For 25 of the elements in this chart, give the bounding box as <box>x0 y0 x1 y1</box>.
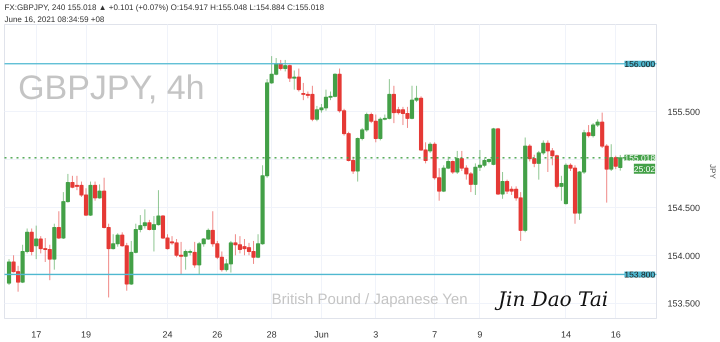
text: FX:GBPJPY, 240 155.018 ▲ +0.101 (+0.07%) O:154.917 H:155.048 L:154.884 C:155.018 <box>4 3 325 12</box>
x-tick-label: 17 <box>31 330 42 340</box>
x-tick-label: 26 <box>212 330 222 340</box>
annotation: GBPJPY, 4h <box>18 68 205 107</box>
text: June 16, 2021 08:34:59 +08 <box>4 15 105 24</box>
x-tick-label: 14 <box>560 330 571 340</box>
y-tick-label: 153.500 <box>668 298 700 309</box>
x-tick-label: Jun <box>314 330 329 340</box>
x-tick-label: 9 <box>477 330 482 340</box>
annotation: Jin Dao Tai <box>494 286 608 311</box>
annotation: British Pound / Japanese Yen <box>272 290 468 308</box>
ref-line-label: 153.800 <box>624 269 656 280</box>
x-tick-label: 3 <box>373 330 378 340</box>
x-tick-label: 16 <box>610 330 621 340</box>
x-tick-label: 28 <box>266 330 277 340</box>
x-tick-label: 19 <box>80 330 92 340</box>
y-tick-label: 154.000 <box>668 250 700 261</box>
y-tick-label: 155.500 <box>668 107 700 118</box>
text: 25:02 <box>634 164 656 174</box>
x-tick-label: 24 <box>162 330 173 340</box>
y-axis-title: JPY <box>708 164 718 180</box>
x-tick-label: 7 <box>432 330 438 340</box>
y-tick-label: 154.500 <box>668 202 700 213</box>
ref-line-label: 156.000 <box>624 58 656 69</box>
ref-line-label: 155.018 <box>624 152 656 163</box>
